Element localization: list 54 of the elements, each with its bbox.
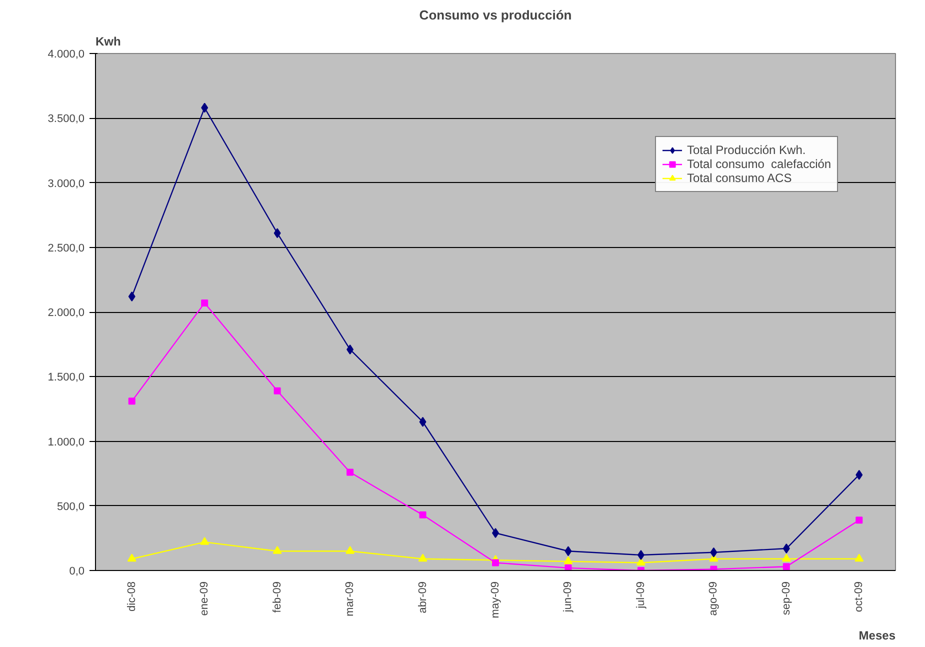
legend-label: Total consumo calefacción	[687, 157, 832, 171]
point	[636, 558, 646, 566]
x-tick-label: may-09	[490, 581, 502, 618]
y-tick-label: 2.500,0	[48, 242, 84, 254]
point	[564, 556, 573, 564]
point	[419, 416, 426, 427]
point	[346, 468, 354, 476]
y-tick-label: 0,0	[69, 566, 85, 578]
chart-title: Consumo vs producción	[419, 8, 572, 22]
point	[128, 398, 136, 405]
point	[782, 544, 790, 554]
point	[128, 291, 136, 302]
point	[200, 536, 210, 545]
x-tick-label: mar-09	[344, 582, 356, 616]
x-tick-label: sep-09	[780, 581, 792, 616]
x-tick-label: dic-08	[126, 581, 138, 612]
point	[710, 547, 718, 558]
point	[637, 550, 644, 560]
legend-label: Total consumo ACS	[687, 171, 792, 185]
y-tick-label: 1.500,0	[48, 372, 84, 384]
point	[346, 344, 354, 354]
point	[782, 563, 790, 570]
x-axis-title: Meses	[858, 628, 896, 642]
y-axis-title: Kwh	[96, 34, 121, 48]
x-tick-label: ago-09	[708, 581, 720, 616]
x-tick-label: jun-09	[562, 582, 574, 614]
point	[274, 228, 281, 238]
point	[564, 564, 572, 570]
point	[274, 387, 281, 394]
point	[856, 516, 863, 524]
point	[201, 299, 208, 306]
y-tick-label: 500,0	[56, 500, 85, 513]
x-tick-label: abr-09	[416, 582, 429, 614]
point	[492, 559, 499, 566]
point	[272, 546, 282, 554]
legend-label: Total Producción Kwh.	[687, 143, 806, 157]
point	[564, 546, 572, 556]
point	[127, 554, 136, 562]
point	[418, 554, 428, 562]
point	[419, 511, 426, 518]
x-tick-label: ene-09	[198, 581, 211, 616]
y-tick-label: 4.000,0	[48, 48, 84, 60]
point	[854, 554, 864, 562]
y-tick-label: 3.000,0	[48, 178, 84, 190]
point	[782, 554, 791, 562]
x-tick-label: feb-09	[271, 581, 284, 613]
point	[201, 102, 208, 113]
x-tick-label: jul-09	[634, 582, 647, 610]
y-tick-label: 1.000,0	[48, 436, 84, 448]
y-tick-label: 3.500,0	[48, 113, 84, 126]
point	[346, 546, 355, 554]
point	[856, 470, 863, 480]
x-tick-label: oct-09	[853, 581, 866, 612]
y-tick-label: 2.000,0	[48, 307, 84, 319]
